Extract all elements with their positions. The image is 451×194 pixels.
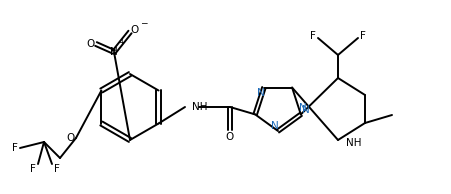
Text: F: F xyxy=(12,143,18,153)
Text: O: O xyxy=(226,132,234,142)
Text: −: − xyxy=(140,18,147,27)
Text: +: + xyxy=(118,38,124,47)
Text: NH: NH xyxy=(192,102,207,112)
Text: N: N xyxy=(298,103,306,113)
Text: O: O xyxy=(67,133,75,143)
Text: F: F xyxy=(54,164,60,174)
Text: N: N xyxy=(110,47,118,57)
Text: N: N xyxy=(257,87,264,98)
Text: N: N xyxy=(301,105,309,115)
Text: F: F xyxy=(309,31,315,41)
Text: F: F xyxy=(30,164,36,174)
Text: O: O xyxy=(87,39,95,49)
Text: F: F xyxy=(359,31,365,41)
Text: N: N xyxy=(271,121,278,131)
Text: NH: NH xyxy=(345,138,361,148)
Text: O: O xyxy=(131,25,139,35)
